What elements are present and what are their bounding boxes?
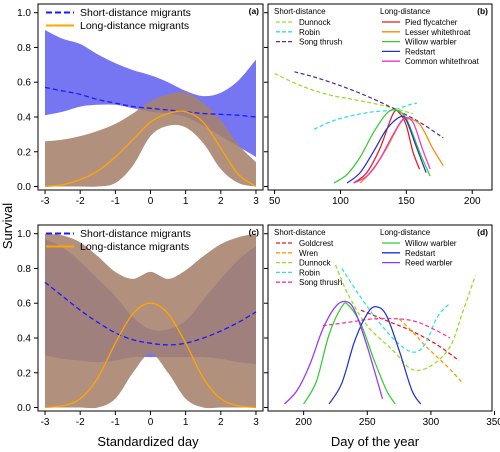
plot-area — [44, 233, 257, 409]
legend-label-redstart: Redstart — [405, 249, 436, 258]
legend-label-willow-warbler: Willow warbler — [405, 239, 457, 248]
series-line-goldcrest — [360, 309, 460, 362]
x-tick-label: 0 — [148, 196, 154, 207]
series-line-short-distance-migrants — [44, 281, 257, 346]
y-tick-label: 0.8 — [17, 43, 31, 54]
x-tick-label: 150 — [398, 196, 415, 207]
y-tick-label: 0.2 — [17, 368, 31, 379]
series-line-redstart — [346, 115, 427, 184]
y-tick-label: 0.4 — [17, 112, 31, 123]
series-line-long-distance-migrants — [44, 110, 257, 188]
legend-label-redstart: Redstart — [405, 47, 436, 56]
x-tick-label: -2 — [76, 417, 85, 428]
legend-header-long: Long-distance — [380, 228, 431, 237]
panel-b: 50 100 150 200 (b) Short-distance Long-distanc… — [264, 3, 493, 207]
series-line-song-thrush — [322, 317, 451, 339]
legend-header-short: Short-distance — [274, 228, 326, 237]
series-line-robin — [341, 268, 451, 353]
x-tick-label: 0 — [148, 417, 154, 428]
legend-label-lesser-whitethroat: Lesser whitethroat — [405, 28, 471, 37]
plot-area — [284, 264, 477, 405]
series-line-dunnock — [334, 264, 477, 372]
x-tick-label: 300 — [423, 417, 440, 428]
y-tick-label: 0.4 — [17, 333, 31, 344]
legend-label-song-thrush: Song thrush — [299, 278, 342, 287]
x-tick-label: 1 — [183, 417, 189, 428]
series-line-short-distance-migrants — [44, 86, 257, 118]
x-tick-label: 200 — [295, 417, 312, 428]
plot-area — [44, 30, 257, 188]
plot-area — [274, 71, 444, 184]
x-tick-label: -3 — [41, 417, 50, 428]
x-tick-label: -2 — [76, 196, 85, 207]
panel-d: 200 250 300 350 (d) Short-distance Long-distan… — [264, 224, 500, 428]
panel-label: (d) — [477, 227, 488, 237]
legend-label-goldcrest: Goldcrest — [299, 239, 334, 248]
x-tick-label: 50 — [269, 196, 281, 207]
x-tick-label: 1 — [183, 196, 189, 207]
legend-label-dunnock: Dunnock — [299, 18, 332, 27]
series-line-willow-warbler — [303, 302, 396, 405]
x-tick-label: 200 — [464, 196, 481, 207]
panel-label: (b) — [477, 6, 488, 16]
x-tick-label: 2 — [218, 196, 224, 207]
series-line-robin — [313, 102, 418, 130]
y-tick-label: 0.2 — [17, 147, 31, 158]
x-tick-label: -3 — [41, 196, 50, 207]
x-tick-label: 3 — [253, 196, 259, 207]
legend-label-common-whitethroat: Common whitethroat — [405, 57, 480, 66]
confidence-band-long-distance-migrants — [45, 92, 256, 187]
legend-label-wren: Wren — [299, 249, 318, 258]
x-tick-label: -1 — [111, 417, 120, 428]
y-tick-label: 0.8 — [17, 264, 31, 275]
legend-label-dunnock: Dunnock — [299, 259, 332, 268]
panel-c: -3 -2 -1 0 1 2 3 0.0 0.2 0.4 0.6 0.8 1.0 (c) Short-dis… — [17, 224, 264, 428]
y-tick-label: 0.0 — [17, 182, 31, 193]
x-axis-label-right: Day of the year — [331, 434, 420, 449]
series-line-lesser-whitethroat — [359, 118, 444, 184]
legend-label-long-distance-migrants: Long-distance migrants — [80, 20, 189, 32]
plot-frame — [267, 224, 493, 412]
y-tick-label: 0.0 — [17, 403, 31, 414]
x-tick-label: 100 — [332, 196, 349, 207]
legend-label-pied-flycatcher: Pied flycatcher — [405, 18, 458, 27]
plot-frame — [267, 3, 493, 191]
x-tick-label: -1 — [111, 196, 120, 207]
y-tick-label: 0.6 — [17, 299, 31, 310]
series-line-wren — [398, 318, 464, 384]
confidence-band-long-distance-migrants — [45, 233, 256, 409]
series-line-long-distance-migrants — [44, 302, 257, 409]
y-axis-label: Survival — [0, 203, 15, 249]
panel-label: (a) — [249, 6, 260, 16]
legend-label-robin: Robin — [299, 268, 320, 277]
x-tick-label: 350 — [486, 417, 500, 428]
x-tick-label: 2 — [218, 417, 224, 428]
legend-label-robin: Robin — [299, 28, 320, 37]
y-tick-label: 1.0 — [17, 229, 31, 240]
series-line-common-whitethroat — [353, 117, 431, 184]
legend-label-short-distance-migrants: Short-distance migrants — [80, 228, 191, 240]
legend-label-short-distance-migrants: Short-distance migrants — [80, 7, 191, 19]
series-line-song-thrush — [294, 71, 444, 139]
series-line-dunnock — [274, 72, 414, 115]
x-axis-label-left: Standardized day — [97, 434, 199, 449]
y-tick-label: 1.0 — [17, 8, 31, 19]
x-tick-label: 3 — [253, 417, 259, 428]
legend-header-long: Long-distance — [380, 7, 431, 16]
panel-label: (c) — [249, 227, 260, 237]
x-tick-label: 250 — [359, 417, 376, 428]
legend-label-willow-warbler: Willow warbler — [405, 38, 457, 47]
y-tick-label: 0.6 — [17, 78, 31, 89]
legend-label-song-thrush: Song thrush — [299, 38, 342, 47]
panel-a: -3 -2 -1 0 1 2 3 0.0 0.2 0.4 0.6 0.8 1.0 (a) Short-dis… — [17, 3, 264, 207]
series-line-willow-warbler — [333, 109, 431, 184]
legend-label-reed-warbler: Reed warbler — [405, 259, 453, 268]
series-line-reed-warbler — [284, 300, 384, 405]
legend-header-short: Short-distance — [274, 7, 326, 16]
series-line-redstart — [328, 306, 422, 405]
legend-label-long-distance-migrants: Long-distance migrants — [80, 241, 189, 253]
